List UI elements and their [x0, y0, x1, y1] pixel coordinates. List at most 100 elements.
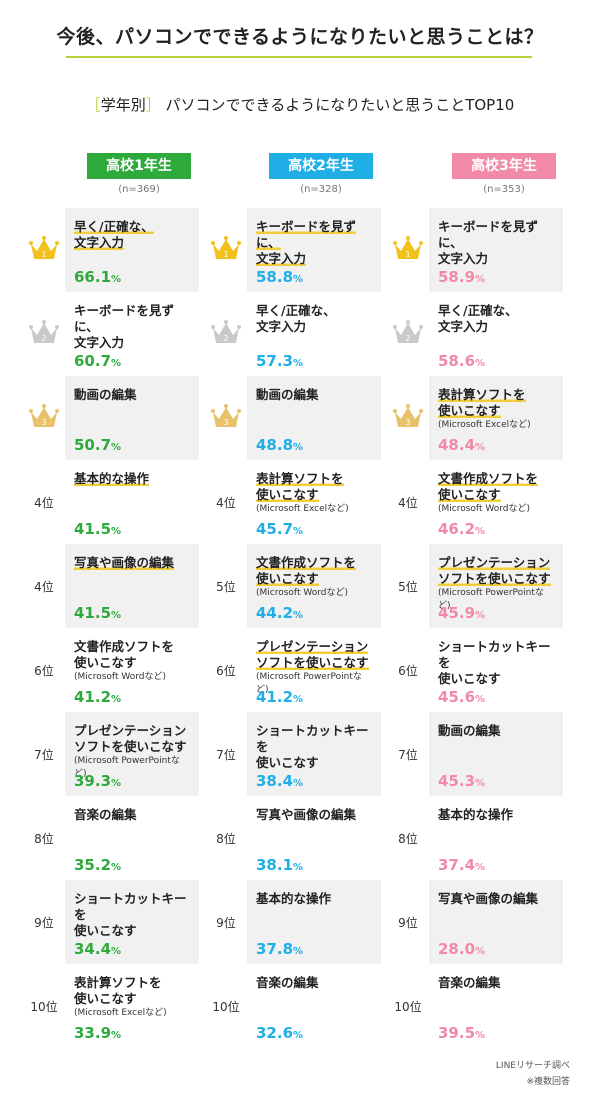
- item-value: 45.9%: [438, 604, 486, 622]
- ranking-item: 文書作成ソフトを 使いこなす (Microsoft Wordなど) 41.2%: [65, 628, 199, 712]
- item-label: 早く/正確な、 文字入力: [438, 303, 518, 334]
- rank-label: 7位: [34, 748, 54, 762]
- item-label: 動画の編集: [256, 387, 319, 402]
- gold-crown-icon: 1: [393, 236, 423, 262]
- item-value: 38.4%: [256, 772, 304, 790]
- rank-label: 4位: [34, 580, 54, 594]
- item-label: 早く/正確な、 文字入力: [74, 219, 154, 250]
- item-label: 基本的な操作: [74, 471, 150, 486]
- item-label: 基本的な操作: [256, 891, 332, 906]
- svg-text:3: 3: [223, 418, 228, 427]
- rank-label: 6位: [34, 664, 54, 678]
- item-label: 文書作成ソフトを 使いこなす: [74, 639, 175, 670]
- ranking-item: 基本的な操作 41.5%: [65, 460, 199, 544]
- item-value: 37.4%: [438, 856, 486, 874]
- item-note: (Microsoft Excelなど): [74, 1008, 167, 1018]
- item-value: 58.9%: [438, 268, 486, 286]
- rank-label: 8位: [216, 832, 236, 846]
- rank-label: 9位: [398, 916, 418, 930]
- ranking-item: 表計算ソフトを 使いこなす (Microsoft Excelなど) 48.4%: [429, 376, 563, 460]
- ranking-item: キーボードを見ずに、 文字入力 58.8%: [247, 208, 381, 292]
- silver-crown-icon: 2: [29, 320, 59, 346]
- rank-label: 10位: [30, 1000, 58, 1014]
- ranking-item: キーボードを見ずに、 文字入力 58.9%: [429, 208, 563, 292]
- item-label: 表計算ソフトを 使いこなす: [74, 975, 162, 1006]
- rank-label: 4位: [34, 496, 54, 510]
- item-note: (Microsoft Wordなど): [74, 672, 166, 682]
- rank-label: 6位: [398, 664, 418, 678]
- column-header-grade-2: 高校2年生: [269, 153, 373, 179]
- item-value: 41.5%: [74, 604, 122, 622]
- ranking-item: プレゼンテーション ソフトを使いこなす (Microsoft PowerPointな…: [429, 544, 563, 628]
- ranking-item: 動画の編集 45.3%: [429, 712, 563, 796]
- silver-crown-icon: 2: [393, 320, 423, 346]
- item-label: ショートカットキーを 使いこなす: [74, 891, 187, 938]
- item-value: 33.9%: [74, 1024, 122, 1042]
- rank-label: 7位: [216, 748, 236, 762]
- footer-note: ※複数回答: [526, 1077, 570, 1087]
- ranking-item: 音楽の編集 39.5%: [429, 964, 563, 1048]
- bronze-crown-icon: 3: [211, 404, 241, 430]
- rank-label: 5位: [216, 580, 236, 594]
- item-label: 文書作成ソフトを 使いこなす: [438, 471, 539, 502]
- subtitle-group: 学年別: [100, 96, 146, 114]
- gold-crown-icon: 1: [211, 236, 241, 262]
- item-label: キーボードを見ずに、 文字入力: [256, 219, 357, 266]
- rank-label: 4位: [398, 496, 418, 510]
- column-header-grade-1: 高校1年生: [87, 153, 191, 179]
- ranking-item: 早く/正確な、 文字入力 57.3%: [247, 292, 381, 376]
- item-value: 45.6%: [438, 688, 486, 706]
- ranking-item: 音楽の編集 32.6%: [247, 964, 381, 1048]
- item-value: 34.4%: [74, 940, 122, 958]
- gold-crown-icon: 1: [29, 236, 59, 262]
- item-label: プレゼンテーション ソフトを使いこなす: [74, 723, 187, 754]
- ranking-item: 写真や画像の編集 28.0%: [429, 880, 563, 964]
- svg-text:2: 2: [223, 334, 228, 343]
- item-note: (Microsoft Excelなど): [438, 420, 531, 430]
- item-label: 音楽の編集: [74, 807, 137, 822]
- ranking-item: 音楽の編集 35.2%: [65, 796, 199, 880]
- item-label: 表計算ソフトを 使いこなす: [438, 387, 526, 418]
- ranking-item: プレゼンテーション ソフトを使いこなす (Microsoft PowerPointな…: [65, 712, 199, 796]
- svg-text:3: 3: [41, 418, 46, 427]
- ranking-item: 動画の編集 48.8%: [247, 376, 381, 460]
- item-note: (Microsoft PowerPointなど): [438, 588, 544, 611]
- rank-label: 8位: [34, 832, 54, 846]
- column-sample-size: (n=328): [300, 184, 342, 195]
- item-value: 46.2%: [438, 520, 486, 538]
- item-value: 41.2%: [74, 688, 122, 706]
- item-value: 48.8%: [256, 436, 304, 454]
- item-label: キーボードを見ずに、 文字入力: [74, 303, 175, 350]
- item-value: 66.1%: [74, 268, 122, 286]
- rank-label: 10位: [212, 1000, 240, 1014]
- ranking-item: 早く/正確な、 文字入力 58.6%: [429, 292, 563, 376]
- ranking-item: 文書作成ソフトを 使いこなす (Microsoft Wordなど) 46.2%: [429, 460, 563, 544]
- item-value: 45.3%: [438, 772, 486, 790]
- item-note: (Microsoft Wordなど): [438, 504, 530, 514]
- item-value: 58.6%: [438, 352, 486, 370]
- item-value: 50.7%: [74, 436, 122, 454]
- item-note: (Microsoft Wordなど): [256, 588, 348, 598]
- item-value: 32.6%: [256, 1024, 304, 1042]
- item-label: 動画の編集: [438, 723, 501, 738]
- silver-crown-icon: 2: [211, 320, 241, 346]
- item-label: ショートカットキーを 使いこなす: [438, 639, 551, 686]
- item-label: キーボードを見ずに、 文字入力: [438, 219, 539, 266]
- svg-text:1: 1: [405, 250, 410, 259]
- item-value: 57.3%: [256, 352, 304, 370]
- item-label: プレゼンテーション ソフトを使いこなす: [256, 639, 369, 670]
- item-value: 37.8%: [256, 940, 304, 958]
- ranking-item: ショートカットキーを 使いこなす 45.6%: [429, 628, 563, 712]
- ranking-item: 基本的な操作 37.4%: [429, 796, 563, 880]
- rank-label: 10位: [394, 1000, 422, 1014]
- item-note: (Microsoft Excelなど): [256, 504, 349, 514]
- item-note: (Microsoft PowerPointなど): [256, 672, 362, 695]
- column-sample-size: (n=369): [118, 184, 160, 195]
- ranking-item: 早く/正確な、 文字入力 66.1%: [65, 208, 199, 292]
- subtitle: ［学年別］ パソコンでできるようになりたいと思うことTOP10: [0, 94, 600, 115]
- item-value: 58.8%: [256, 268, 304, 286]
- item-value: 28.0%: [438, 940, 486, 958]
- title-underline: [66, 56, 532, 58]
- item-value: 39.5%: [438, 1024, 486, 1042]
- column-sample-size: (n=353): [483, 184, 525, 195]
